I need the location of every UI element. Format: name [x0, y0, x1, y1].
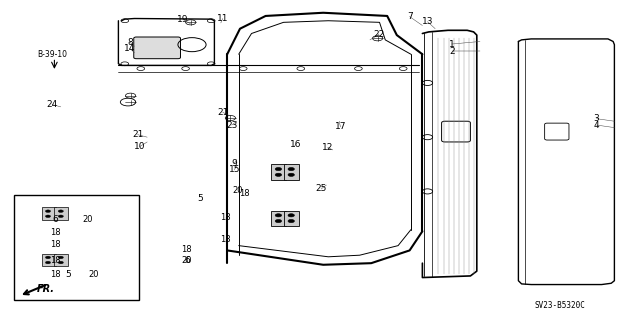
Text: SV23-B5320C: SV23-B5320C	[534, 301, 586, 310]
Text: 22: 22	[373, 30, 385, 39]
Circle shape	[45, 215, 51, 218]
Text: 2: 2	[449, 47, 454, 56]
Text: 18: 18	[51, 256, 61, 265]
Bar	[54, 207, 68, 220]
Text: 21: 21	[132, 130, 143, 139]
Text: 18: 18	[51, 270, 61, 279]
Circle shape	[288, 219, 294, 223]
Text: 17: 17	[335, 122, 346, 131]
Bar	[42, 207, 56, 220]
Bar	[42, 254, 56, 266]
Text: 18: 18	[220, 213, 230, 222]
Circle shape	[58, 215, 63, 218]
Text: 13: 13	[422, 17, 433, 26]
Text: 1: 1	[449, 40, 454, 48]
Circle shape	[275, 173, 282, 176]
Text: 19: 19	[177, 15, 188, 24]
Text: 18: 18	[51, 228, 61, 237]
Text: 18: 18	[51, 241, 61, 249]
Text: 20: 20	[89, 271, 99, 279]
Text: 24: 24	[47, 100, 58, 109]
Circle shape	[372, 36, 383, 41]
Text: 18: 18	[239, 189, 250, 198]
Text: 9: 9	[232, 159, 237, 168]
Circle shape	[275, 214, 282, 217]
Bar	[14, 195, 139, 300]
FancyBboxPatch shape	[442, 121, 470, 142]
Text: B-39-10: B-39-10	[37, 50, 67, 59]
Text: 3: 3	[594, 114, 599, 123]
Text: 25: 25	[316, 184, 327, 193]
Text: 23: 23	[226, 121, 237, 130]
Circle shape	[45, 261, 51, 264]
FancyBboxPatch shape	[134, 37, 180, 59]
Circle shape	[275, 219, 282, 223]
Text: 5: 5	[66, 271, 71, 279]
Circle shape	[288, 214, 294, 217]
Circle shape	[275, 167, 282, 171]
Circle shape	[45, 256, 51, 259]
Circle shape	[288, 173, 294, 176]
Text: 21: 21	[217, 108, 228, 117]
Bar	[284, 164, 299, 180]
Text: FR.: FR.	[37, 284, 55, 294]
Circle shape	[58, 261, 63, 264]
Text: 15: 15	[228, 165, 240, 174]
Circle shape	[58, 256, 63, 259]
Bar	[284, 211, 299, 226]
Bar	[271, 211, 286, 226]
Circle shape	[186, 20, 196, 25]
Circle shape	[225, 115, 236, 121]
Text: 11: 11	[217, 14, 228, 23]
Circle shape	[58, 210, 63, 212]
Text: 20: 20	[182, 256, 192, 265]
Text: 18: 18	[182, 245, 192, 254]
Text: 5: 5	[197, 194, 202, 203]
Text: 20: 20	[83, 215, 93, 224]
Text: 18: 18	[220, 235, 230, 244]
Circle shape	[45, 210, 51, 212]
Text: 20: 20	[233, 186, 243, 195]
Text: 14: 14	[124, 44, 136, 53]
Circle shape	[288, 167, 294, 171]
FancyBboxPatch shape	[545, 123, 569, 140]
Circle shape	[125, 100, 136, 105]
Circle shape	[120, 98, 136, 106]
Text: 6: 6	[53, 215, 58, 224]
Text: 4: 4	[594, 121, 599, 130]
Text: 7: 7	[407, 12, 412, 21]
Text: 12: 12	[322, 143, 333, 152]
Text: 8: 8	[127, 38, 132, 47]
Bar	[271, 164, 286, 180]
Text: 6: 6	[184, 256, 189, 265]
Circle shape	[125, 93, 136, 98]
Text: 16: 16	[290, 140, 301, 149]
Text: 10: 10	[134, 142, 145, 151]
Bar	[54, 254, 68, 266]
